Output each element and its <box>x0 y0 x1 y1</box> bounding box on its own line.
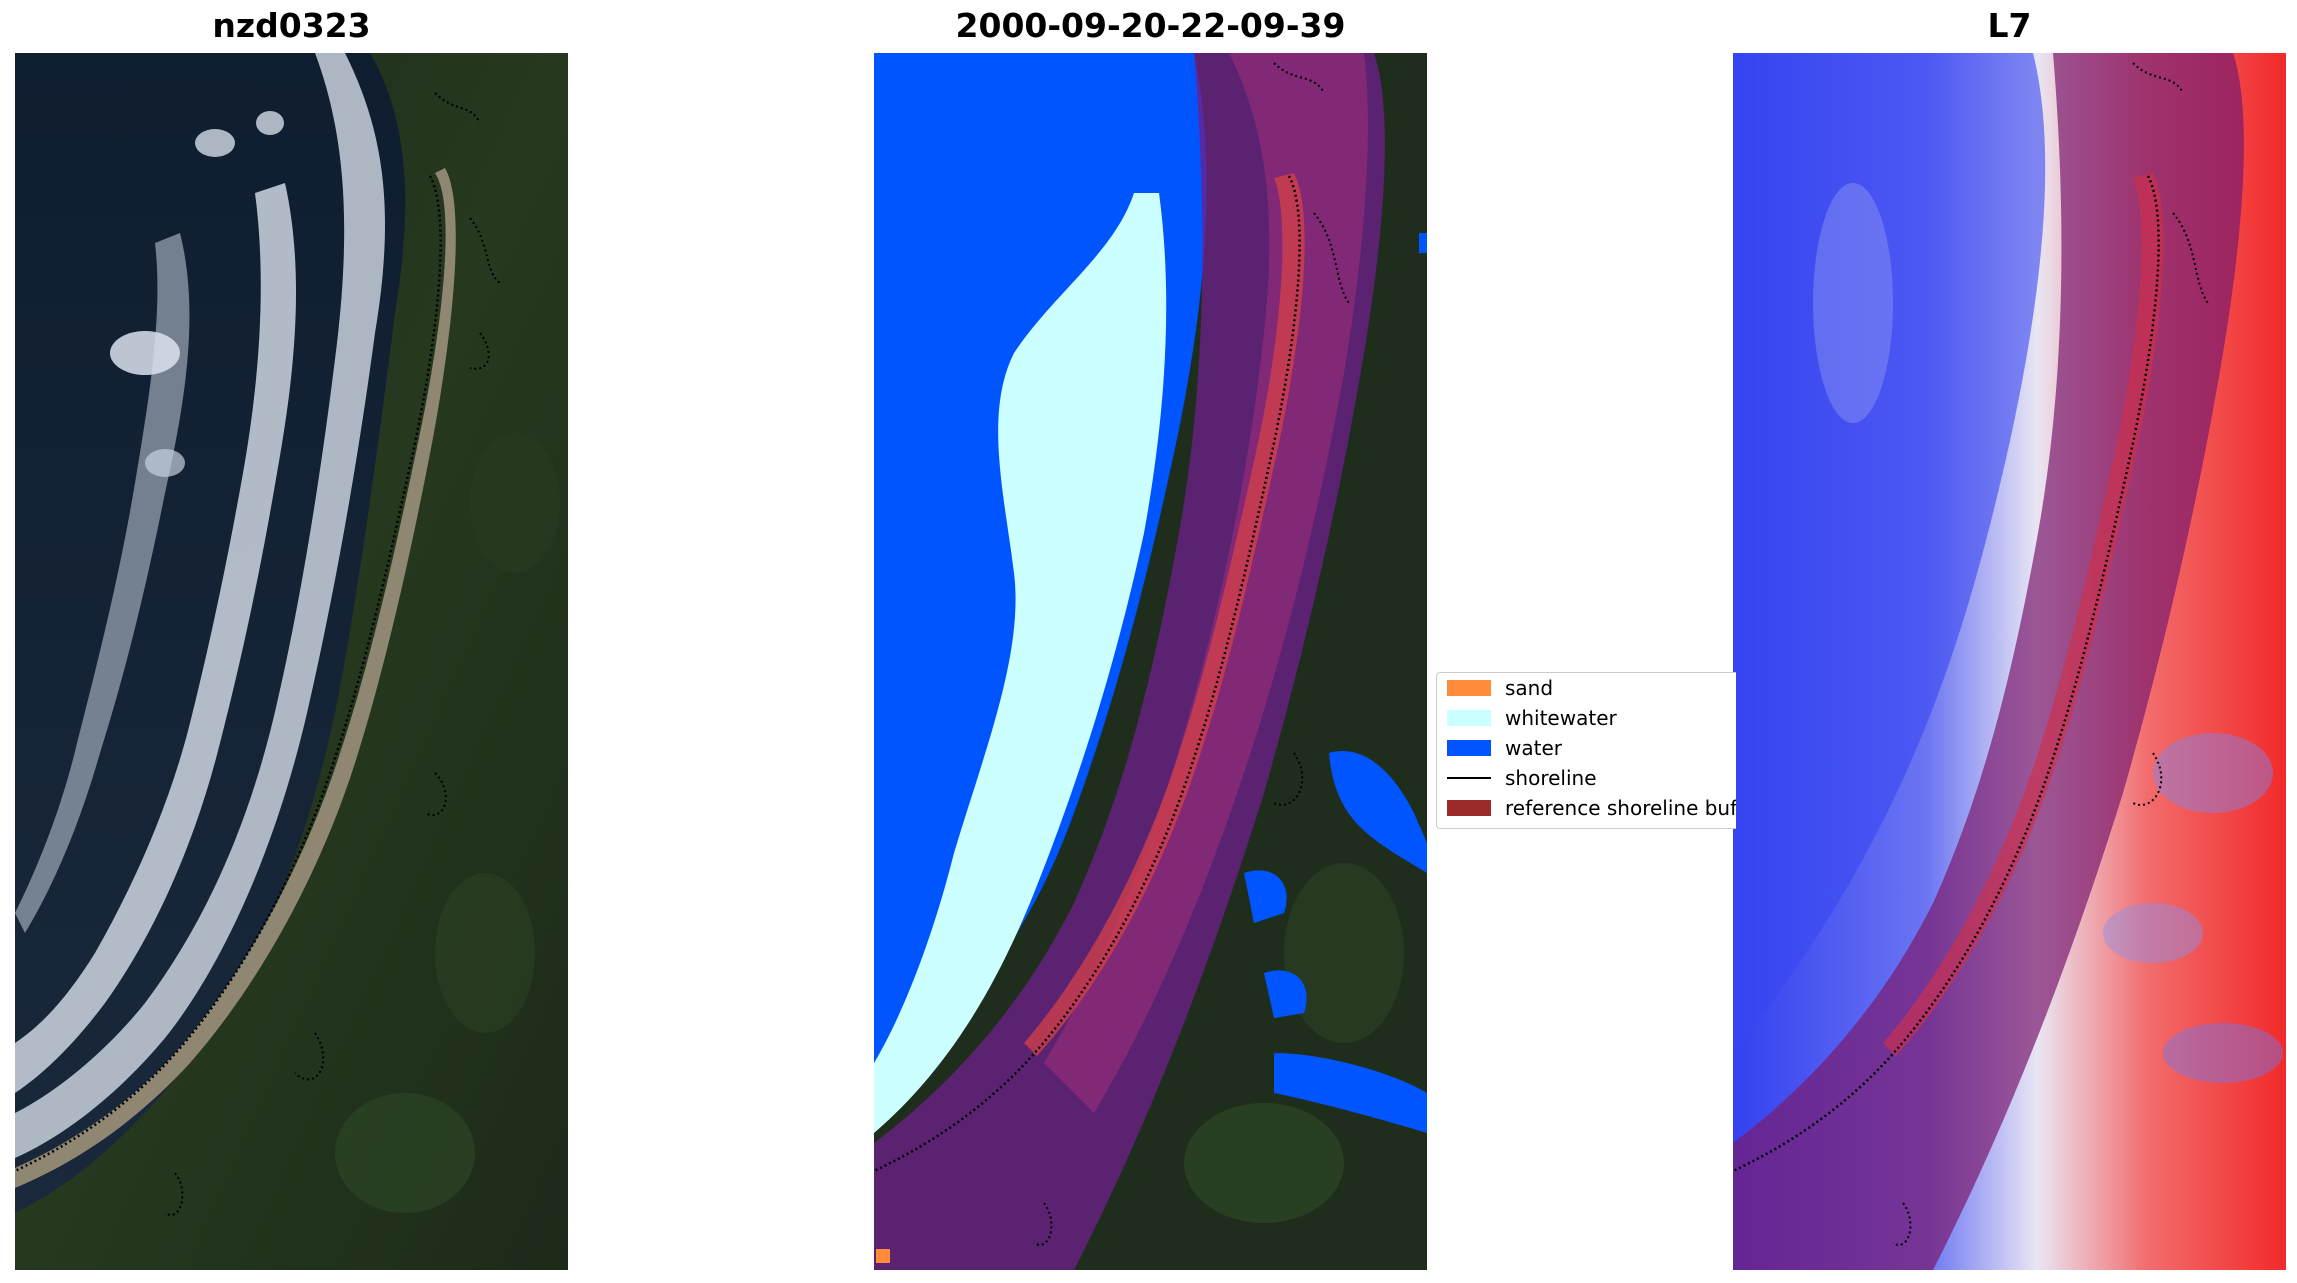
rgb-satellite-image <box>15 53 568 1270</box>
legend-label-whitewater: whitewater <box>1505 706 1617 730</box>
shoreline-dotted <box>1733 175 2160 1173</box>
legend-swatch-buffer <box>1447 800 1491 816</box>
panel-title-index: L7 <box>1987 6 2032 45</box>
legend-swatch-water <box>1447 740 1491 756</box>
index-panel <box>1733 53 2286 1270</box>
legend-line-shoreline <box>1447 777 1491 779</box>
panel-title-rgb: nzd0323 <box>212 6 371 45</box>
legend-label-shoreline: shoreline <box>1505 766 1597 790</box>
legend-label-water: water <box>1505 736 1562 760</box>
shoreline-dotted <box>874 175 1301 1173</box>
whitewater-class <box>874 193 1167 1133</box>
reference-shoreline-buffer <box>874 53 1385 1270</box>
legend-label-sand: sand <box>1505 676 1554 700</box>
classification-panel <box>874 53 1427 1270</box>
legend-swatch-sand <box>1447 680 1491 696</box>
legend: sand whitewater water shoreline referenc… <box>1436 672 1736 829</box>
panel-title-classification: 2000-09-20-22-09-39 <box>955 6 1346 45</box>
reference-shoreline-buffer <box>1733 53 2244 1270</box>
water-class-inland <box>1329 751 1427 873</box>
beach-strip <box>15 168 456 1188</box>
rgb-image-panel <box>15 53 568 1270</box>
legend-label-buffer: reference shoreline buffer <box>1505 796 1736 820</box>
shoreline-dotted <box>15 175 442 1173</box>
legend-swatch-whitewater <box>1447 710 1491 726</box>
surf-band-outer <box>15 53 385 1158</box>
surf-band-inner <box>15 183 297 1093</box>
sand-class <box>876 1249 890 1263</box>
classification-image <box>874 53 1427 1270</box>
index-image <box>1733 53 2286 1270</box>
